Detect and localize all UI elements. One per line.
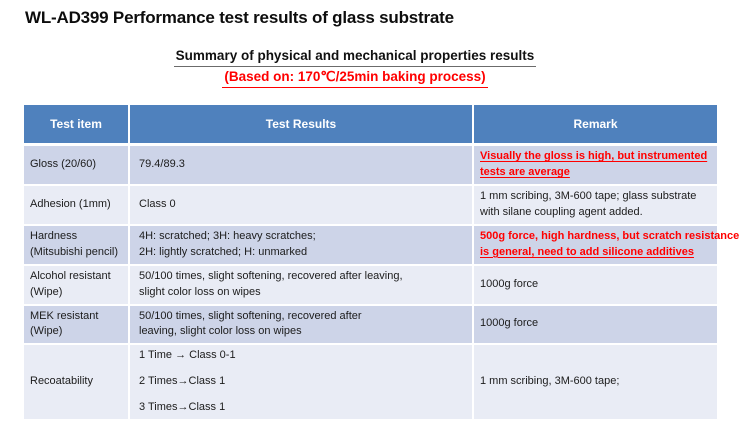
baking-process-note: (Based on: 170℃/25min baking process) — [222, 69, 488, 88]
table-row: Hardness (Mitsubishi pencil) 4H: scratched… — [22, 223, 740, 266]
cell-item: Hardness (Mitsubishi pencil) — [22, 223, 130, 266]
text-line: Recoatability — [30, 375, 93, 388]
text-line: Gloss (20/60) — [30, 157, 97, 170]
cell-results: 79.4/89.3 — [128, 143, 474, 186]
text-line: 1000g force — [480, 317, 539, 330]
summary-subtitle: Summary of physical and mechanical prope… — [173, 48, 537, 67]
slide-title: WL-AD399 Performance test results of gla… — [25, 8, 454, 27]
subheading-block: Summary of physical and mechanical prope… — [10, 46, 700, 88]
text-line: Alcohol resistant — [30, 269, 111, 282]
text-line: 2 Times→Class 1 — [139, 375, 226, 388]
header-cell-remark: Remark — [472, 103, 719, 146]
results-table-body: Gloss (20/60) 79.4/89.3 Visually the gloss… — [22, 143, 740, 422]
text-line: 1000g force — [480, 277, 539, 290]
text-line: 1 mm scribing, 3M-600 tape; glass substr… — [480, 189, 697, 202]
cell-item: MEK resistant (Wipe) — [22, 303, 130, 346]
cell-item: Gloss (20/60) — [22, 143, 130, 186]
text-line: 3 Times→Class 1 — [139, 401, 226, 414]
cell-remark: 1000g force — [472, 303, 719, 346]
text-line: (Wipe) — [30, 285, 63, 298]
text-line: 50/100 times, slight softening, recovere… — [139, 309, 362, 322]
text-line: 4H: scratched; 3H: heavy scratches; — [139, 229, 316, 242]
text-line: with silane coupling agent added. — [480, 205, 643, 218]
results-table: Test item Test Results Remark Gloss (20/… — [22, 103, 740, 422]
text-line: 50/100 times, slight softening, recovere… — [139, 269, 403, 282]
cell-item: Alcohol resistant (Wipe) — [22, 263, 130, 306]
cell-results: 4H: scratched; 3H: heavy scratches; 2H: l… — [128, 223, 474, 266]
table-row: Adhesion (1mm) Class 0 1 mm scribing, 3M-6… — [22, 183, 719, 226]
text-line: Hardness — [30, 229, 78, 242]
cell-remark: 500g force, high hardness, but scratch r… — [472, 223, 740, 266]
cell-results: Class 0 — [128, 183, 474, 226]
text-line: Visually the gloss is high, but instrume… — [480, 150, 708, 162]
table-row: Recoatability 1 Time → Class 0-1 2 Times→C… — [22, 343, 719, 422]
cell-remark: Visually the gloss is high, but instrume… — [472, 143, 719, 186]
text-line: 1 mm scribing, 3M-600 tape; — [480, 375, 620, 388]
cell-remark: 1000g force — [472, 263, 719, 306]
cell-remark: 1 mm scribing, 3M-600 tape; — [472, 343, 719, 422]
text-line: 79.4/89.3 — [139, 157, 185, 170]
cell-results: 50/100 times, slight softening, recovere… — [128, 303, 474, 346]
text-line: MEK resistant — [30, 309, 99, 322]
header-cell-test-item: Test item — [22, 103, 130, 146]
header-cell-test-results: Test Results — [128, 103, 474, 146]
text-line: leaving, slight color loss on wipes — [139, 325, 302, 338]
text-line: slight color loss on wipes — [139, 285, 261, 298]
text-line: 1 Time → Class 0-1 — [139, 349, 236, 362]
cell-remark: 1 mm scribing, 3M-600 tape; glass substr… — [472, 183, 719, 226]
text-line: (Mitsubishi pencil) — [30, 245, 119, 258]
table-row: Gloss (20/60) 79.4/89.3 Visually the gloss… — [22, 143, 719, 186]
text-line: 500g force, high hardness, but scratch r… — [480, 229, 740, 242]
text-line: 2H: lightly scratched; H: unmarked — [139, 245, 308, 258]
table-row: Alcohol resistant (Wipe) 50/100 times, sli… — [22, 263, 719, 306]
text-line: (Wipe) — [30, 325, 63, 338]
text-line: Adhesion (1mm) — [30, 197, 111, 210]
cell-item: Adhesion (1mm) — [22, 183, 130, 226]
text-line: Class 0 — [139, 197, 176, 210]
cell-results: 50/100 times, slight softening, recovere… — [128, 263, 474, 306]
table-header-row: Test item Test Results Remark — [22, 103, 719, 146]
text-line: tests are average — [480, 165, 570, 178]
cell-results: 1 Time → Class 0-1 2 Times→Class 1 3 Times… — [128, 343, 474, 422]
text-line: is general, need to add silicone additiv… — [480, 245, 694, 258]
table-row: MEK resistant (Wipe) 50/100 times, slight … — [22, 303, 719, 346]
cell-item: Recoatability — [22, 343, 130, 422]
